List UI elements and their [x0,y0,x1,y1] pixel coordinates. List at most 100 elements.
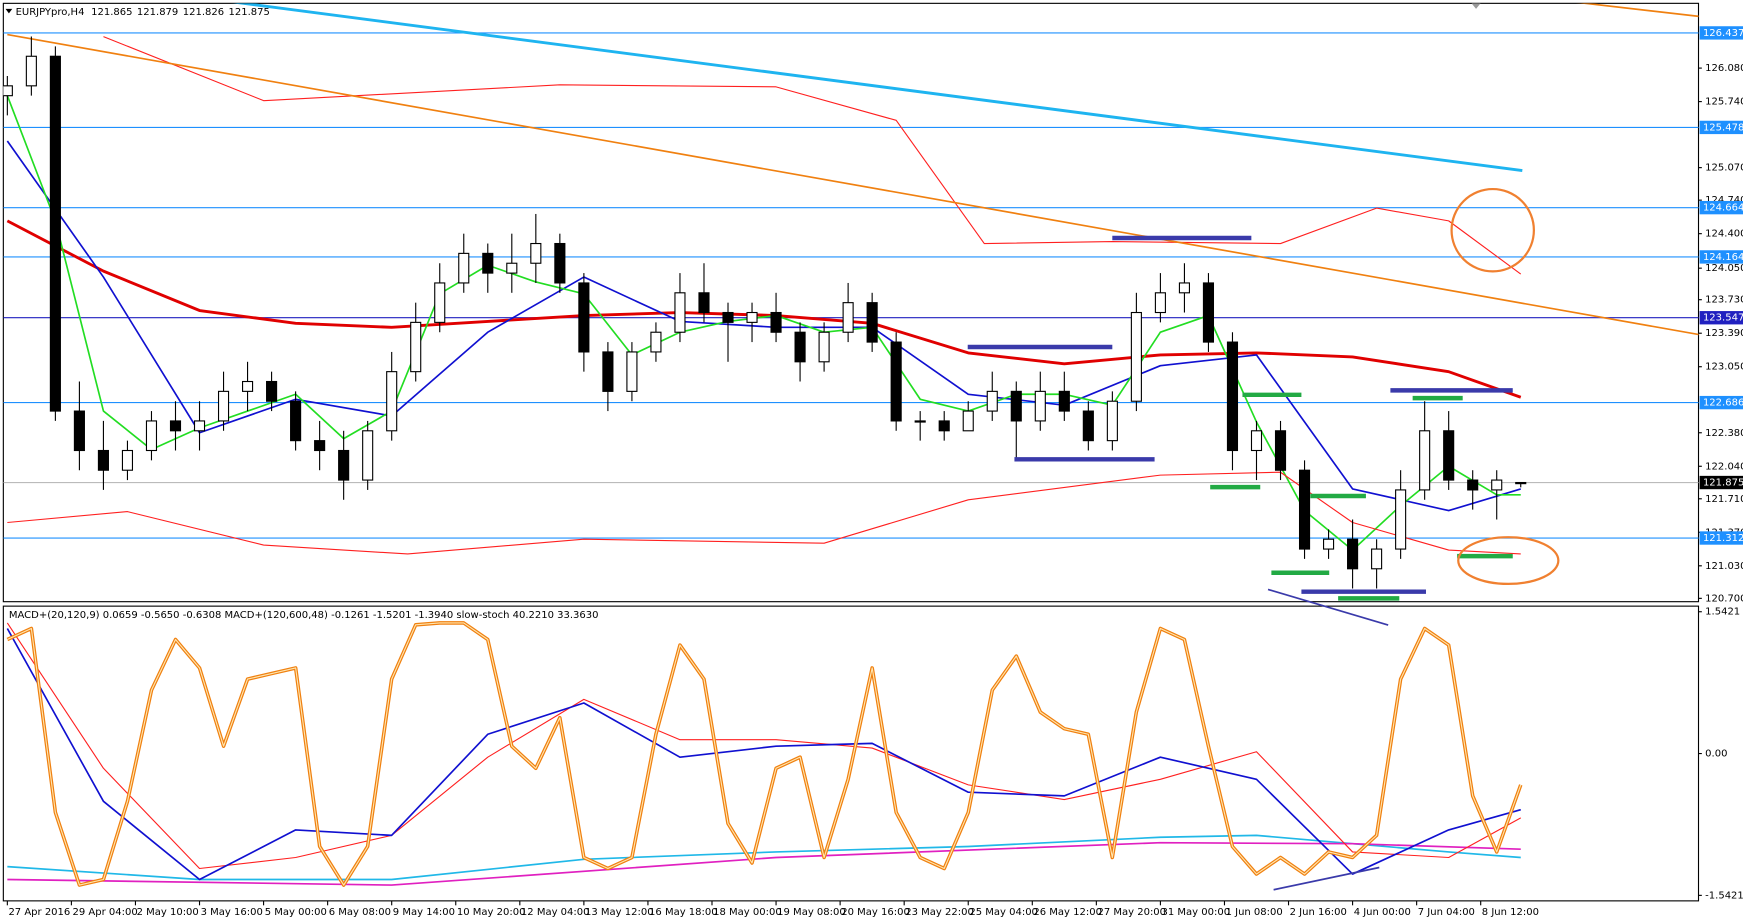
x-tick-label: 9 May 14:00 [393,907,455,918]
candle-body [962,410,974,432]
level-label-bg [1699,395,1743,410]
x-tick-label: 13 May 12:00 [585,907,654,918]
indicator-line [6,622,1522,870]
y-tick-label: 126.080 [1705,63,1743,74]
x-tick-label: 25 May 04:00 [969,907,1038,918]
x-tick-label: 1 Jun 08:00 [1226,907,1283,918]
candle-body [338,449,350,481]
axes: 126.080 125.740 125.070 124.740 124.400 124.0… [6,63,1743,918]
candle-body [626,351,638,392]
candle-body [1323,538,1335,550]
candle-body [794,331,806,363]
indicator-line [6,628,1521,881]
x-tick-label: 16 May 18:00 [649,907,718,918]
candle-body [386,371,398,432]
candle-body [986,390,998,412]
candle-body [938,420,950,432]
candle-body [1058,390,1070,412]
candle-body [3,85,13,97]
candle-body [698,292,710,314]
shift-marker [1471,3,1481,9]
x-tick-label: 23 May 22:00 [905,907,974,918]
macd-plot [6,621,1523,887]
level-label-bg [1699,250,1743,264]
candle-body [242,380,254,392]
level-label: 124.664 [1703,203,1743,214]
candle-body [578,282,590,353]
y-tick-label: 122.040 [1705,461,1743,472]
main-panel-frame [2,2,1700,603]
macd-header: MACD+(20,120,9) 0.0659 -0.5650 -0.6308 M… [9,610,599,621]
candle-body [722,311,734,323]
y-tick-label: 125.070 [1705,163,1743,174]
x-tick-label: 3 May 16:00 [201,907,263,918]
y-tick-label: 1.5421 [1705,607,1740,618]
candle-body [530,242,542,264]
candle-body [866,302,878,343]
candle-body [602,351,614,392]
candle-body [1010,390,1022,422]
y-tick-label: 0.00 [1705,749,1727,760]
candle-body [1106,400,1118,442]
y-tick-label: 120.700 [1705,593,1743,604]
x-tick-label: 27 May 20:00 [1097,907,1166,918]
candle-body [506,262,518,274]
menu-arrow[interactable] [5,8,13,14]
x-tick-label: 2 Jun 16:00 [1290,907,1347,918]
y-tick-label: 124.050 [1705,263,1743,274]
x-tick-label: 6 May 08:00 [329,907,391,918]
level-label-bg [1699,311,1743,325]
candle-body [410,321,422,373]
main-plot [3,3,1699,589]
level-label: 126.437 [1703,28,1743,39]
candle-body [1371,548,1383,570]
x-tick-label: 4 Jun 00:00 [1354,907,1411,918]
candle-body [1082,410,1094,442]
candle-body [1202,282,1215,343]
x-tick-label: 20 May 16:00 [841,907,910,918]
candle-body [290,400,302,442]
x-tick-label: 19 May 08:00 [777,907,846,918]
indicator-line [103,36,1522,275]
y-tick-label: 121.030 [1705,561,1743,572]
candle-body [842,302,854,333]
candle-body [890,341,902,422]
candle-body [770,311,782,333]
indicator-line [7,471,1521,555]
divergence-line [1267,588,1389,626]
candle-body [482,252,494,274]
open-price: 121.865 [91,7,132,18]
candle-body [1226,341,1239,452]
candle-body [1298,469,1311,550]
candle-body [746,311,758,323]
x-tick-label: 7 Jun 04:00 [1418,907,1475,918]
low-price: 121.826 [183,7,224,18]
indicator-line [1578,3,1699,18]
y-tick-label: 124.400 [1705,229,1743,240]
y-tick-label: 123.050 [1705,362,1743,373]
candle-body [1395,489,1407,550]
indicator-line [7,33,1699,336]
candle-body [1250,430,1263,452]
candle-body [217,390,230,422]
y-tick-label: 123.390 [1705,328,1743,339]
x-tick-label: 27 Apr 2016 [8,907,70,918]
candle-body [1274,430,1287,471]
candle-body [1443,430,1455,481]
candle-body [914,420,926,423]
indicator-line-inner [7,622,1522,886]
candle-body [1467,479,1479,491]
candle-body [266,380,278,402]
y-tick-label: 121.710 [1705,494,1743,505]
candle-body [1034,390,1046,422]
level-label-bg [1699,531,1743,545]
indicator-line [7,841,1521,886]
candle-body [554,242,566,284]
last-price-bg [1699,475,1743,490]
candle-body [458,252,470,284]
candle-body [73,410,85,452]
candle-body [1419,430,1431,491]
level-label: 125.478 [1703,122,1743,133]
